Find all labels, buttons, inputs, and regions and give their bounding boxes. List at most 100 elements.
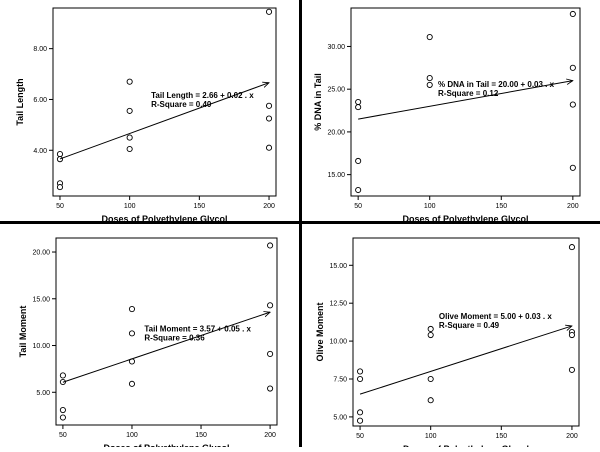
x-tick-label: 50 <box>56 203 64 210</box>
y-tick-label: 5.00 <box>36 390 50 397</box>
data-point <box>569 10 576 18</box>
data-point <box>426 81 433 88</box>
x-tick-label: 200 <box>567 203 579 210</box>
y-axis-title: % DNA in Tail <box>313 73 323 131</box>
y-tick-label: 4.00 <box>33 148 47 155</box>
x-tick-label: 100 <box>425 433 437 440</box>
y-axis-title: Tail Moment <box>18 306 28 358</box>
data-point <box>267 302 274 309</box>
data-point <box>126 78 133 85</box>
data-point <box>128 330 136 337</box>
x-tick-label: 150 <box>194 203 206 210</box>
x-tick-label: 200 <box>566 433 578 440</box>
x-tick-label: 100 <box>124 203 136 210</box>
y-tick-label: 10.00 <box>32 343 50 350</box>
data-point <box>128 380 136 387</box>
data-point <box>267 385 274 392</box>
r-square-label: R-Square = 0.36 <box>144 334 205 343</box>
data-point <box>355 98 362 106</box>
data-point <box>427 331 434 339</box>
data-point <box>128 306 136 313</box>
scatter-panel-3: 50 100 150 200 5.00 10.00 15.00 20.00 Doses of P… <box>18 237 278 452</box>
data-point <box>569 164 576 171</box>
regression-line <box>59 83 269 160</box>
r-square-label: R-Square = 0.40 <box>151 100 212 109</box>
data-point <box>355 157 362 165</box>
x-tick-label: 200 <box>263 203 275 210</box>
data-point <box>56 156 64 163</box>
regression-equation: Tail Moment = 3.57 + 0.05 . x <box>144 325 251 334</box>
y-tick-label: 20.00 <box>327 129 345 136</box>
plot-frame <box>55 237 278 426</box>
y-tick-label: 30.00 <box>327 44 345 51</box>
data-point <box>126 134 133 141</box>
x-tick-label: 50 <box>356 433 364 440</box>
regression-equation: Tail Length = 2.66 + 0.02 . x <box>151 91 254 100</box>
horizontal-divider <box>0 221 600 224</box>
r-square-label: R-Square = 0.12 <box>438 89 499 98</box>
plot-frame <box>350 7 581 197</box>
data-point <box>357 375 364 383</box>
data-point <box>357 368 364 375</box>
regression-equation: % DNA in Tail = 20.00 + 0.03 . x <box>438 80 555 89</box>
data-point <box>427 325 434 333</box>
data-point <box>267 350 274 357</box>
y-tick-label: 25.00 <box>327 87 345 94</box>
plot-frame <box>52 7 277 197</box>
data-point <box>126 107 133 114</box>
data-point <box>357 409 364 416</box>
data-point <box>427 375 434 383</box>
x-tick-label: 50 <box>59 432 67 439</box>
data-point <box>59 372 66 379</box>
y-tick-label: 8.00 <box>33 46 47 53</box>
data-point <box>56 184 64 191</box>
regression-line <box>62 312 270 383</box>
y-tick-label: 7.50 <box>333 377 347 384</box>
data-point <box>426 34 433 41</box>
x-axis-title: Doses of Polyethylene Glycol <box>103 443 229 447</box>
scatter-panel-4: 501001502005.007.5010.0012.5015.00Doses … <box>315 237 580 452</box>
regression-line <box>358 81 573 120</box>
x-tick-label: 200 <box>264 432 276 439</box>
y-axis-title: Olive Moment <box>315 302 325 361</box>
data-point <box>267 242 274 249</box>
data-point <box>355 186 362 194</box>
plot-frame <box>352 237 580 427</box>
scatter-panel-2: 50 100 150 200 15.00 20.00 25.00 30.00 Doses of … <box>313 7 581 224</box>
data-point <box>569 64 576 71</box>
y-tick-label: 12.50 <box>329 301 347 308</box>
data-point <box>126 145 133 153</box>
data-point <box>357 417 364 424</box>
x-tick-label: 100 <box>424 203 436 210</box>
data-point <box>568 244 575 251</box>
y-tick-label: 10.00 <box>329 339 347 346</box>
data-point <box>568 331 575 339</box>
y-tick-label: 15.00 <box>327 172 345 179</box>
data-point <box>427 397 434 404</box>
r-square-label: R-Square = 0.49 <box>439 321 500 330</box>
data-point <box>59 406 66 414</box>
data-point <box>265 144 273 151</box>
data-point <box>265 8 273 15</box>
x-axis-title: Doses of Polyethylene Glycol <box>402 214 528 224</box>
regression-equation: Olive Moment = 5.00 + 0.03 . x <box>439 312 552 321</box>
y-tick-label: 6.00 <box>33 97 47 104</box>
data-point <box>355 104 362 111</box>
y-axis-title: Tail Length <box>15 78 25 125</box>
x-axis-title: Doses of Polyethylene Glycol <box>101 214 227 224</box>
scatter-panel-1: 50 100 150 200 4.00 6.00 8.00 Doses of Polyethy… <box>15 7 277 224</box>
data-point <box>265 102 273 109</box>
y-tick-label: 20.00 <box>32 250 50 257</box>
data-point <box>569 101 576 108</box>
x-tick-label: 150 <box>495 433 507 440</box>
data-point <box>568 366 575 373</box>
x-tick-label: 150 <box>195 432 207 439</box>
x-tick-label: 100 <box>126 432 138 439</box>
x-tick-label: 50 <box>354 203 362 210</box>
y-tick-label: 5.00 <box>333 414 347 421</box>
y-tick-label: 15.00 <box>329 263 347 270</box>
regression-line <box>359 326 572 395</box>
data-point <box>265 115 273 122</box>
data-point <box>56 151 64 158</box>
